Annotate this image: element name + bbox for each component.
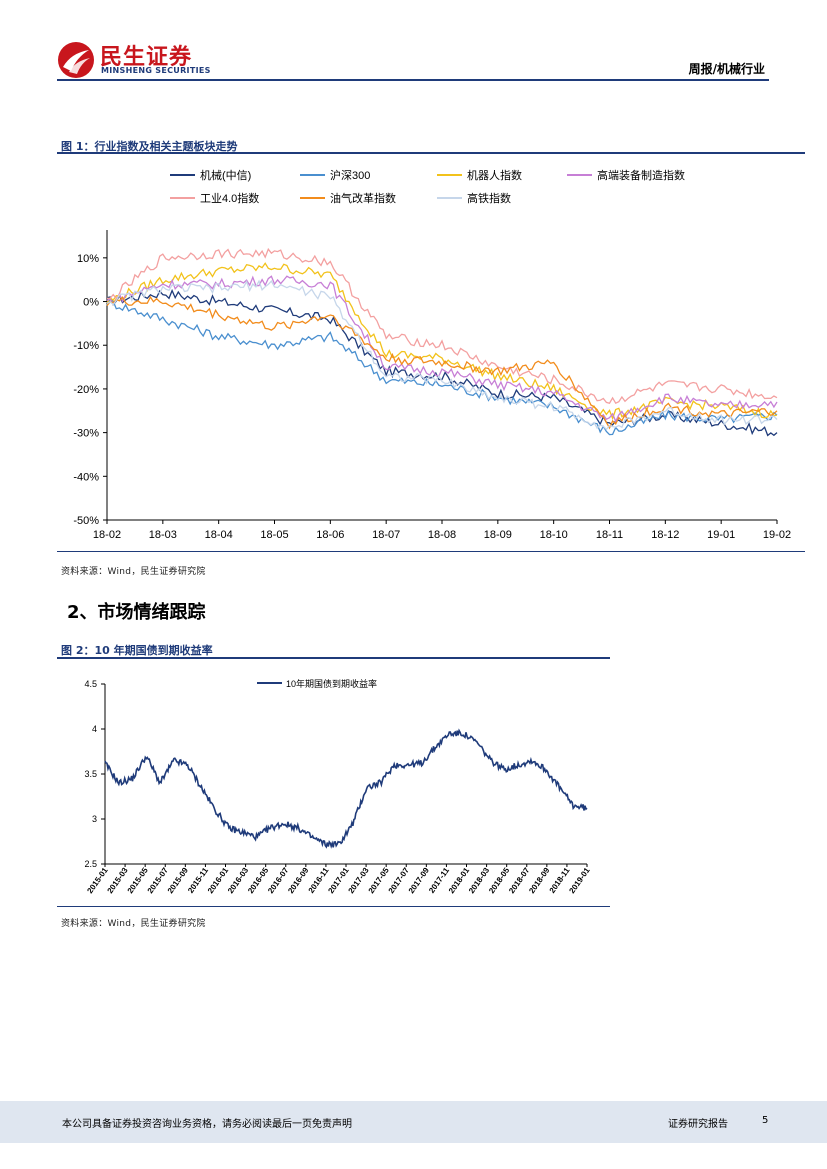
x-tick-label: 18-12 [651,529,679,541]
figure1-title: 图 1：行业指数及相关主题板块走势 [61,140,238,153]
logo-english-name: MINSHENG SECURITIES [101,66,211,75]
x-tick-label: 19-02 [763,529,791,541]
y-tick-label: -40% [73,471,99,483]
series-line [106,275,778,423]
y-tick-label: -30% [73,428,99,440]
footer-doc-type: 证券研究报告 [668,1119,728,1130]
legend-label: 油气改革指数 [330,191,396,205]
figure2-source: 资料来源：Wind，民生证券研究院 [61,919,206,929]
figure2-bottom-rule [57,906,610,907]
x-tick-label: 18-09 [484,529,512,541]
legend-label: 沪深300 [330,168,370,182]
footer-disclaimer: 本公司具备证券投资咨询业务资格，请务必阅读最后一页免责声明 [62,1119,352,1130]
x-tick-label: 18-02 [93,529,121,541]
figure2-title-rule [57,657,610,659]
logo-chinese-name: 民生证券 [100,45,193,70]
x-tick-label: 18-11 [596,529,623,541]
series-line [106,247,778,405]
series-line [106,279,778,431]
series-line [106,298,778,436]
footer-bar [0,1101,827,1143]
y-tick-label: 3 [92,814,97,824]
legend-label: 高端装备制造指数 [597,168,685,182]
x-tick-label: 2019-01 [567,866,592,896]
x-tick-label: 18-10 [540,529,568,541]
figure1-title-rule [57,152,805,154]
x-tick-label: 18-05 [260,529,288,541]
series-line [106,295,778,430]
x-tick-label: 18-04 [205,529,233,541]
figure2-line-chart: 10年期国债到期收益率4.543.532.52015-012015-032015… [84,678,592,896]
y-tick-label: -10% [73,340,99,352]
x-tick-label: 18-06 [316,529,344,541]
legend-label: 10年期国债到期收益率 [286,678,377,689]
x-tick-label: 18-07 [372,529,400,541]
figure2-title: 图 2：10 年期国债到期收益率 [61,644,213,657]
series-line [104,728,588,849]
report-type: 周报/机械行业 [688,62,765,76]
legend-label: 高铁指数 [467,191,511,205]
section-heading: 2、市场情绪跟踪 [67,602,206,623]
figure1-bottom-rule [57,551,805,552]
y-tick-label: 2.5 [84,859,97,869]
y-tick-label: 3.5 [84,769,97,779]
y-tick-label: 4 [92,724,97,734]
page-number: 5 [762,1115,769,1126]
x-tick-label: 19-01 [707,529,735,541]
y-tick-label: -50% [73,515,99,527]
legend-label: 工业4.0指数 [200,191,259,205]
legend-label: 机械(中信) [200,168,251,182]
x-tick-label: 18-03 [149,529,177,541]
y-tick-label: -20% [73,384,99,396]
series-line [106,288,778,437]
y-tick-label: 0% [83,297,99,309]
x-tick-label: 18-08 [428,529,456,541]
header-divider [57,79,769,81]
y-tick-label: 10% [77,253,99,265]
minsheng-logo-icon [58,42,94,78]
y-tick-label: 4.5 [84,679,97,689]
legend-label: 机器人指数 [467,168,522,182]
series-line [106,262,778,421]
figure1-source: 资料来源：Wind，民生证券研究院 [61,567,206,577]
